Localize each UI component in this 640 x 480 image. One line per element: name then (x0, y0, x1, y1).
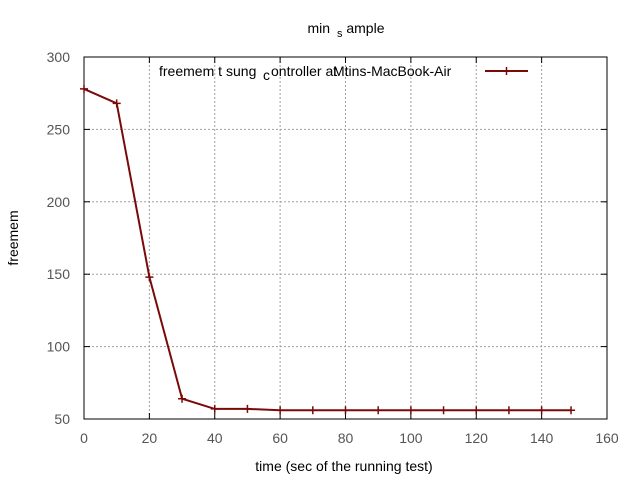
legend-label-part: ontroller at (271, 63, 337, 79)
series-line (83, 87, 571, 412)
data-point (145, 273, 154, 282)
data-point (504, 406, 513, 415)
y-tick-label: 300 (47, 49, 71, 65)
data-point (406, 406, 415, 415)
data-point (243, 404, 252, 413)
chart-title-part: min (308, 20, 331, 36)
data-point (210, 404, 219, 413)
y-tick-label: 200 (47, 194, 71, 210)
x-tick-label: 160 (595, 430, 619, 446)
legend-label-part: freemem t (159, 63, 222, 79)
chart-title-part: ample (346, 20, 384, 36)
data-point (472, 406, 481, 415)
axis-ticks: 0 20 40 60 80 100 120 140 160 50 100 150 200 250 300 (47, 49, 619, 446)
chart-title-subscript: s (337, 28, 343, 40)
x-tick-label: 60 (272, 430, 288, 446)
data-point (178, 394, 187, 403)
grid (84, 57, 607, 419)
y-tick-label: 150 (47, 266, 71, 282)
x-tick-label: 0 (80, 430, 88, 446)
x-tick-label: 40 (207, 430, 223, 446)
chart-title: min s ample (308, 20, 385, 40)
x-tick-label: 140 (530, 430, 554, 446)
data-point (112, 99, 121, 108)
x-tick-label: 80 (338, 430, 354, 446)
legend-label-part: Mtins-MacBook-Air (333, 63, 452, 79)
legend-label-subscript: c (263, 67, 270, 83)
data-point (276, 406, 285, 415)
data-point (439, 406, 448, 415)
y-tick-label: 250 (47, 121, 71, 137)
data-point (537, 406, 546, 415)
data-point (341, 406, 350, 415)
data-point (567, 406, 576, 415)
x-tick-label: 20 (142, 430, 158, 446)
legend-marker (502, 67, 511, 75)
x-axis-label: time (sec of the running test) (255, 458, 432, 474)
series-layer (80, 84, 576, 415)
legend: freemem t sung c ontroller at Mtins-MacB… (159, 63, 528, 83)
y-tick-label: 50 (54, 411, 70, 427)
data-point (308, 406, 317, 415)
legend-swatch (485, 67, 528, 75)
x-tick-label: 100 (399, 430, 423, 446)
data-point (374, 406, 383, 415)
x-tick-label: 120 (465, 430, 489, 446)
legend-label-part: sung (226, 63, 256, 79)
data-point (80, 84, 88, 93)
y-tick-label: 100 (47, 339, 71, 355)
y-axis-label: freemem (5, 210, 21, 265)
